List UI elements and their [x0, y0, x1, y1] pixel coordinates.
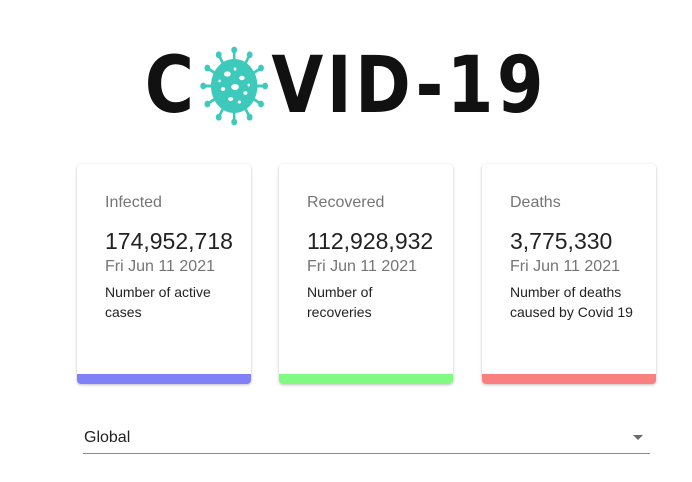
card-date: Fri Jun 11 2021 — [510, 258, 620, 275]
coronavirus-icon — [199, 45, 270, 127]
app-logo: C VID-19 — [0, 44, 692, 128]
card-count: 3,775,330 — [510, 228, 613, 254]
logo-wordmark: C VID-19 — [145, 45, 547, 127]
country-select[interactable]: Global — [83, 420, 650, 454]
card-description: Number of recoveries — [307, 284, 373, 320]
card-date: Fri Jun 11 2021 — [105, 258, 215, 275]
card-accent-bar — [77, 374, 251, 384]
card-description: Number of deaths caused by Covid 19 — [510, 284, 633, 320]
card-deaths: Deaths 3,775,330 Fri Jun 11 2021 Number … — [482, 164, 656, 384]
card-recovered: Recovered 112,928,932 Fri Jun 11 2021 Nu… — [279, 164, 453, 384]
card-title: Deaths — [510, 194, 561, 211]
card-accent-bar — [279, 374, 453, 384]
card-title: Infected — [105, 194, 162, 211]
card-accent-bar — [482, 374, 656, 384]
card-title: Recovered — [307, 194, 385, 211]
card-description: Number of active cases — [105, 284, 211, 320]
card-count: 112,928,932 — [307, 228, 434, 254]
dropdown-arrow-icon[interactable] — [633, 435, 643, 440]
card-infected: Infected 174,952,718 Fri Jun 11 2021 Num… — [77, 164, 251, 384]
card-date: Fri Jun 11 2021 — [307, 258, 417, 275]
logo-letter-c: C — [144, 41, 198, 131]
country-select-value: Global — [84, 429, 131, 446]
card-count: 174,952,718 — [105, 228, 233, 254]
logo-letters-vid-19: VID-19 — [271, 41, 548, 131]
